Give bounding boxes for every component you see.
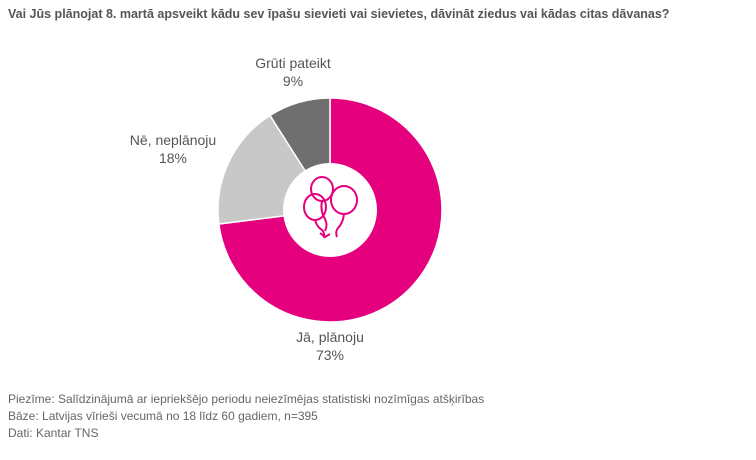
slice-hard-to-say-value: 9% [283,73,303,89]
note-base: Bāze: Latvijas vīrieši vecumā no 18 līdz… [8,409,318,423]
note-source: Dati: Kantar TNS [8,426,99,440]
chart-title: Vai Jūs plānojat 8. martā apsveikt kādu … [8,7,670,21]
donut-hole [283,163,377,257]
slice-no-value: 18% [159,150,187,166]
balloons-icon [303,176,358,239]
slice-no-label: Nē, neplānoju [130,132,216,148]
slice-hard-to-say-label: Grūti pateikt [255,55,331,71]
slice-yes-label: Jā, plānoju [296,329,364,345]
note-comparison: Piezīme: Salīdzinājumā ar iepriekšējo pe… [8,392,485,406]
slice-yes-value: 73% [316,347,344,363]
labels-group: Jā, plānoju 73% Nē, neplānoju 18% Grūti pate… [130,55,364,363]
